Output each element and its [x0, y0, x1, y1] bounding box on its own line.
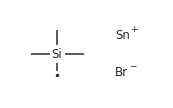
Text: Br: Br	[115, 66, 128, 79]
Text: −: −	[129, 61, 137, 70]
Text: Si: Si	[52, 48, 62, 60]
Text: +: +	[130, 25, 137, 34]
Text: Sn: Sn	[115, 29, 130, 42]
